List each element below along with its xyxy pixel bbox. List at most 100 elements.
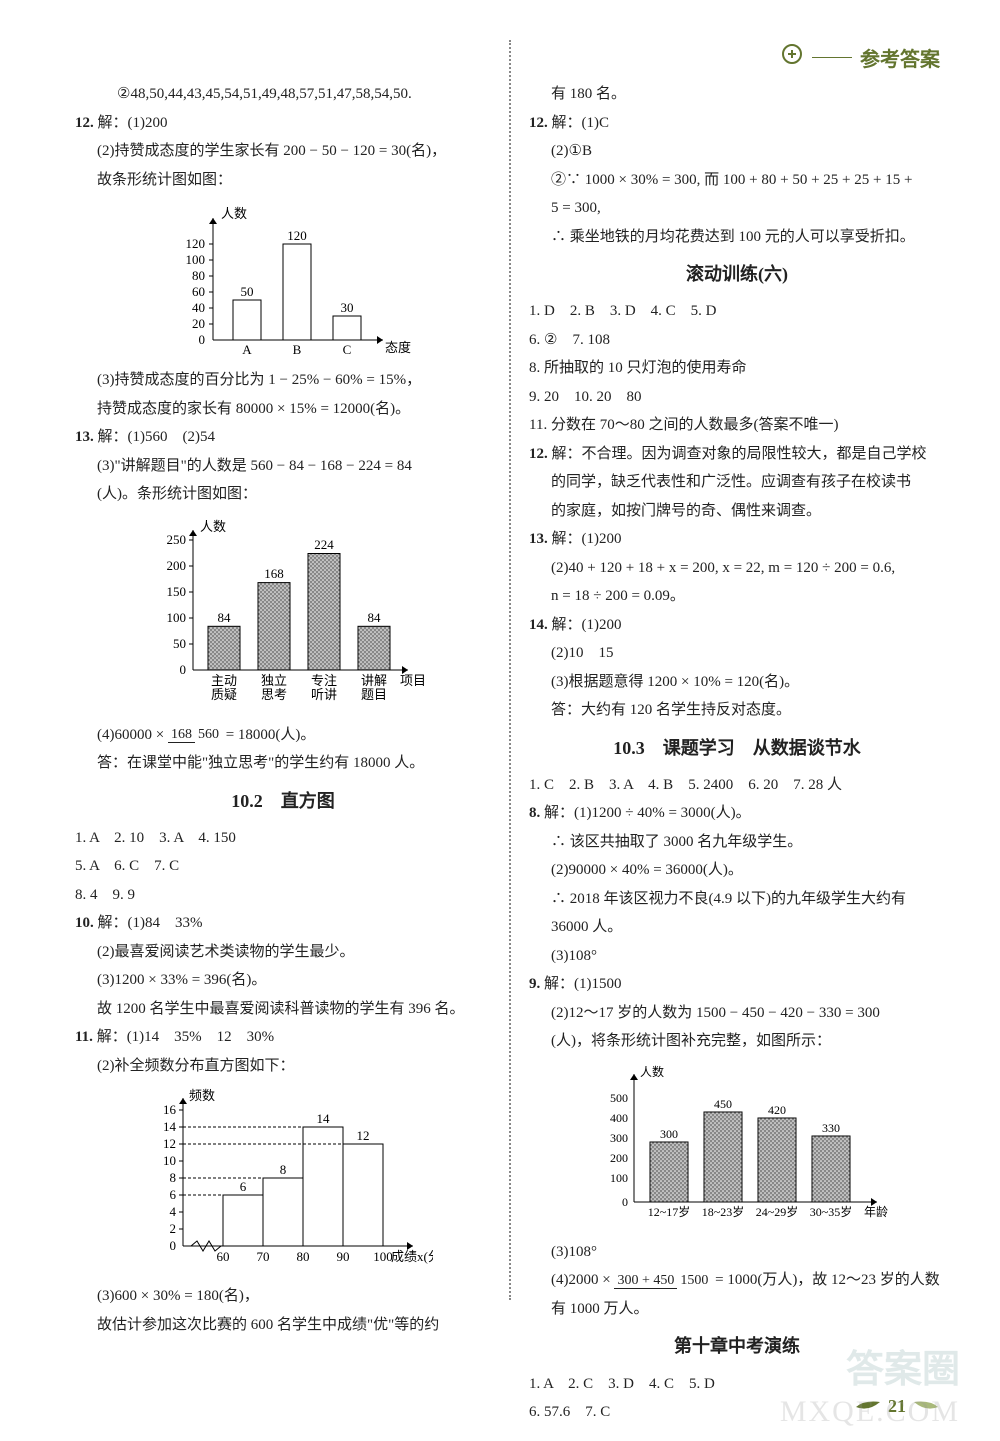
- svg-text:60: 60: [217, 1249, 230, 1264]
- text: 有 1000 万人。: [529, 1295, 945, 1324]
- watermark-url: MXQE.COM: [780, 1395, 960, 1429]
- svg-text:人数: 人数: [221, 206, 247, 221]
- q8r: 8. 解：(1)1200 ÷ 40% = 3000(人)。: [529, 799, 945, 828]
- svg-text:80: 80: [297, 1249, 310, 1264]
- text: ∴ 2018 年该区视力不良(4.9 以下)的九年级学生大约有: [529, 885, 945, 914]
- svg-text:224: 224: [314, 537, 334, 552]
- text: 故估计参加这次比赛的 600 名学生中成绩"优"等的约: [75, 1311, 491, 1340]
- text: 8. 4 9. 9: [75, 881, 491, 910]
- q13r: 13. 解：(1)200: [529, 525, 945, 554]
- svg-text:100: 100: [167, 610, 187, 625]
- svg-text:40: 40: [192, 300, 205, 315]
- text: 11. 分数在 70～80 之间的人数最多(答案不唯一): [529, 411, 945, 440]
- text: 5 = 300,: [529, 194, 945, 223]
- svg-text:主动: 主动: [211, 673, 237, 688]
- q12: 12. 解：(1)200: [75, 109, 491, 138]
- svg-text:16: 16: [163, 1102, 177, 1117]
- svg-text:20: 20: [192, 316, 205, 331]
- svg-text:题目: 题目: [361, 687, 387, 702]
- text: (3)1200 × 33% = 396(名)。: [75, 966, 491, 995]
- text: (4)60000 ×: [97, 727, 168, 743]
- text: (4)2000 × 300 + 4501500 = 1000(万人)，故 12～…: [529, 1266, 945, 1295]
- svg-text:8: 8: [280, 1162, 287, 1177]
- text: (人)。条形统计图如图：: [75, 480, 491, 509]
- svg-text:120: 120: [287, 228, 307, 243]
- text: (2)10 15: [529, 639, 945, 668]
- svg-text:讲解: 讲解: [361, 673, 387, 688]
- text: 答：在课堂中能"独立思考"的学生约有 18000 人。: [75, 749, 491, 778]
- svg-text:30~35岁: 30~35岁: [810, 1204, 853, 1219]
- svg-text:14: 14: [163, 1119, 177, 1134]
- num: 14.: [529, 617, 548, 633]
- svg-text:态度: 态度: [385, 340, 411, 355]
- svg-text:0: 0: [199, 332, 206, 347]
- svg-text:100: 100: [373, 1249, 393, 1264]
- svg-text:12~17岁: 12~17岁: [648, 1204, 691, 1219]
- svg-text:年龄: 年龄: [864, 1205, 888, 1219]
- svg-text:0: 0: [170, 1238, 177, 1253]
- text: 解：(1)14 35% 12 30%: [97, 1029, 274, 1045]
- svg-text:450: 450: [714, 1097, 732, 1111]
- svg-text:独立: 独立: [261, 673, 287, 688]
- svg-text:A: A: [242, 342, 252, 357]
- svg-text:专注: 专注: [311, 673, 337, 688]
- svg-text:人数: 人数: [640, 1064, 664, 1079]
- svg-text:项目: 项目: [400, 673, 426, 688]
- text: (3)"讲解题目"的人数是 560 − 84 − 168 − 224 = 84: [75, 452, 491, 481]
- section-title: 10.2 直方图: [75, 784, 491, 818]
- svg-text:14: 14: [317, 1111, 331, 1126]
- svg-text:12: 12: [163, 1136, 176, 1151]
- text: 解：(1)200: [98, 115, 168, 131]
- svg-text:150: 150: [167, 584, 187, 599]
- num: 12.: [75, 115, 94, 131]
- text: (3)108°: [529, 1238, 945, 1267]
- text: 故条形统计图如图：: [75, 166, 491, 195]
- svg-text:50: 50: [173, 636, 186, 651]
- text: 1. A 2. 10 3. A 4. 150: [75, 824, 491, 853]
- num: 9.: [529, 976, 540, 992]
- header-line: [812, 57, 852, 58]
- q13: 13. 解：(1)560 (2)54: [75, 423, 491, 452]
- svg-text:4: 4: [170, 1204, 177, 1219]
- svg-text:70: 70: [257, 1249, 270, 1264]
- text: (2)12～17 岁的人数为 1500 − 450 − 420 − 330 = …: [529, 999, 945, 1028]
- text: 解：(1)560 (2)54: [98, 429, 215, 445]
- text: (4)60000 × 168560 = 18000(人)。: [75, 721, 491, 750]
- svg-text:84: 84: [368, 610, 382, 625]
- svg-text:200: 200: [610, 1151, 628, 1165]
- text: 8. 所抽取的 10 只灯泡的使用寿命: [529, 354, 945, 383]
- text: (3)持赞成态度的百分比为 1 − 25% − 60% = 15%，: [75, 366, 491, 395]
- svg-text:18~23岁: 18~23岁: [702, 1204, 745, 1219]
- text: ②48,50,44,43,45,54,51,49,48,57,51,47,58,…: [75, 80, 491, 109]
- svg-text:10: 10: [163, 1153, 176, 1168]
- num: 12.: [529, 446, 548, 462]
- svg-text:50: 50: [241, 284, 254, 299]
- text: (2)持赞成态度的学生家长有 200 − 50 − 120 = 30(名)，: [75, 137, 491, 166]
- text: (2)①B: [529, 137, 945, 166]
- fraction: 168560: [168, 727, 222, 742]
- svg-text:100: 100: [610, 1171, 628, 1185]
- denominator: 560: [195, 727, 222, 742]
- svg-text:2: 2: [170, 1221, 177, 1236]
- svg-text:168: 168: [264, 566, 284, 581]
- text: 解：(1)1500: [544, 976, 622, 992]
- svg-text:120: 120: [186, 236, 206, 251]
- text: (2)40 + 120 + 18 + x = 200, x = 22, m = …: [529, 554, 945, 583]
- text: (2)补全频数分布直方图如下：: [75, 1052, 491, 1081]
- svg-text:420: 420: [768, 1103, 786, 1117]
- num: 12.: [529, 115, 548, 131]
- text: (4)2000 ×: [551, 1272, 614, 1288]
- svg-text:0: 0: [622, 1195, 628, 1209]
- svg-text:100: 100: [186, 252, 206, 267]
- q14r: 14. 解：(1)200: [529, 611, 945, 640]
- svg-text:C: C: [343, 342, 352, 357]
- q11: 11. 解：(1)14 35% 12 30%: [75, 1023, 491, 1052]
- right-column: 有 180 名。 12. 解：(1)C (2)①B ②∵ 1000 × 30% …: [517, 40, 945, 1300]
- svg-text:0: 0: [180, 662, 187, 677]
- text: 解：(1)1200 ÷ 40% = 3000(人)。: [544, 805, 751, 821]
- svg-text:60: 60: [192, 284, 205, 299]
- fraction: 300 + 4501500: [614, 1273, 711, 1288]
- svg-text:质疑: 质疑: [211, 687, 237, 702]
- text: (人)，将条形统计图补充完整，如图所示：: [529, 1027, 945, 1056]
- svg-text:8: 8: [170, 1170, 177, 1185]
